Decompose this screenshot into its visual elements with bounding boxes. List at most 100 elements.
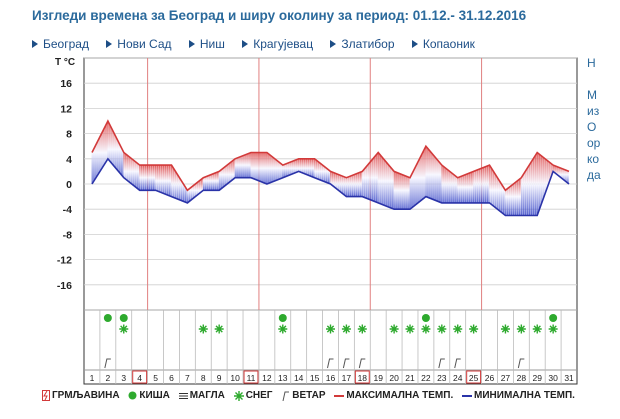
x-tick-label: 15	[310, 373, 320, 383]
nav-label: Нови Сад	[117, 37, 172, 51]
x-axis-ticks: 1 2 3 4 5 6 7 8 9 10 11 12 13 14 15 16 17 18 19 20 21 22 23 24 2…	[90, 373, 574, 383]
nav-item-kopaonik[interactable]: Копаоник	[411, 37, 475, 51]
wind-symbol	[454, 358, 461, 369]
x-tick-label: 24	[453, 373, 463, 383]
triangle-right-icon	[32, 39, 38, 48]
wind-symbol	[438, 358, 445, 369]
triangle-right-icon	[188, 39, 195, 48]
highlighted-day-box	[132, 370, 148, 384]
legend-snow: СНЕГ	[233, 390, 272, 401]
rain-symbol	[103, 314, 112, 322]
snow-symbol	[198, 324, 208, 334]
legend-rain: КИША	[128, 390, 170, 401]
snow-symbol	[469, 324, 479, 334]
x-tick-label: 26	[485, 373, 495, 383]
temperature-bands	[91, 121, 570, 216]
legend-thunderstorm: ГРМЉАВИНА	[42, 390, 120, 401]
fog-icon	[178, 392, 188, 399]
snow-symbol	[214, 324, 224, 334]
legend-fog: МАГЛА	[178, 390, 225, 402]
x-tick-label: 3	[121, 373, 126, 383]
x-tick-label: 29	[533, 373, 543, 383]
legend-label: ГРМЉАВИНА	[52, 390, 120, 402]
nav-label: Златибор	[341, 37, 395, 51]
thunderstorm-icon	[42, 390, 50, 401]
x-tick-label: 21	[405, 373, 415, 383]
nav-item-kragujevac[interactable]: Крагујевац	[242, 37, 313, 51]
y-tick-label: 4	[66, 154, 72, 166]
legend-label: МАКСИМАЛНА ТЕМП.	[346, 390, 454, 402]
max-temp-line	[91, 119, 570, 192]
x-tick-label: 14	[294, 373, 304, 383]
x-tick-label: 4	[137, 373, 142, 383]
snow-symbol	[341, 324, 351, 334]
x-tick-label: 30	[548, 373, 558, 383]
x-tick-label: 13	[278, 373, 288, 383]
side-line: Н	[587, 56, 596, 70]
x-tick-label: 8	[201, 373, 206, 383]
triangle-right-icon	[106, 39, 113, 48]
x-tick-label: 27	[501, 373, 511, 383]
x-tick-label: 7	[185, 373, 190, 383]
side-line: ко	[587, 152, 600, 166]
nav-label: Копаоник	[422, 37, 475, 51]
legend-label: МИНИМАЛНА ТЕМП.	[474, 390, 575, 402]
legend-label: МАГЛА	[189, 390, 225, 402]
legend-min-temp: МИНИМАЛНА ТЕМП.	[462, 390, 575, 401]
nav-item-nis[interactable]: Ниш	[188, 37, 225, 51]
legend-wind: ВЕТАР	[281, 390, 326, 402]
nav-item-novi-sad[interactable]: Нови Сад	[106, 37, 172, 51]
side-line: да	[587, 168, 601, 182]
wind-symbol	[104, 358, 111, 369]
y-tick-label: 12	[60, 103, 72, 115]
x-tick-label: 9	[217, 373, 222, 383]
nav-label: Ниш	[199, 37, 225, 51]
x-tick-label: 28	[517, 373, 527, 383]
side-line: ор	[587, 136, 601, 150]
side-line: М	[587, 88, 597, 102]
x-tick-label: 16	[326, 373, 336, 383]
x-tick-label: 23	[437, 373, 447, 383]
x-tick-label: 12	[262, 373, 272, 383]
rain-symbol	[421, 314, 430, 322]
snow-symbol	[532, 324, 542, 334]
x-tick-label: 22	[421, 373, 431, 383]
x-tick-label: 19	[373, 373, 383, 383]
snow-symbol	[389, 324, 399, 334]
x-tick-label: 18	[358, 373, 368, 383]
wind-icon	[282, 391, 290, 401]
page-title: Изгледи времена за Београд и ширу околин…	[32, 8, 527, 23]
x-tick-label: 31	[564, 373, 574, 383]
y-axis-ticks: 16 12 8 4 0 -4 -8 -12 -16	[57, 78, 72, 292]
chart-frame	[83, 57, 578, 385]
chart-grid	[83, 57, 578, 385]
snow-symbol	[357, 324, 367, 334]
snow-symbol	[421, 324, 431, 334]
side-panel-text: Н М из О ор ко да	[587, 55, 620, 183]
rain-symbol	[549, 314, 558, 322]
x-tick-label: 17	[342, 373, 352, 383]
rain-symbol	[278, 314, 287, 322]
weather-symbols	[103, 314, 558, 369]
rain-icon	[128, 391, 137, 400]
snow-symbol	[405, 324, 415, 334]
legend-label: ВЕТАР	[292, 390, 326, 402]
wind-symbol	[358, 358, 366, 369]
snow-symbol	[548, 324, 558, 334]
nav-label: Крагујевац	[253, 37, 314, 51]
chart-legend: ГРМЉАВИНА КИША МАГЛА СНЕГ ВЕТАР МАКСИМАЛ…	[42, 390, 581, 401]
wind-symbol	[517, 358, 525, 369]
x-tick-label: 1	[90, 373, 95, 383]
x-tick-label: 25	[469, 373, 479, 383]
y-tick-label: -8	[63, 229, 72, 241]
nav-item-zlatibor[interactable]: Златибор	[330, 37, 395, 51]
snow-symbol	[119, 324, 129, 334]
triangle-right-icon	[242, 39, 249, 48]
snow-symbol	[278, 324, 288, 334]
y-tick-label: -12	[57, 255, 72, 267]
rain-symbol	[119, 314, 128, 322]
legend-max-temp: МАКСИМАЛНА ТЕМП.	[334, 390, 453, 401]
y-tick-label: 0	[66, 179, 72, 191]
nav-item-beograd[interactable]: Београд	[32, 37, 89, 51]
